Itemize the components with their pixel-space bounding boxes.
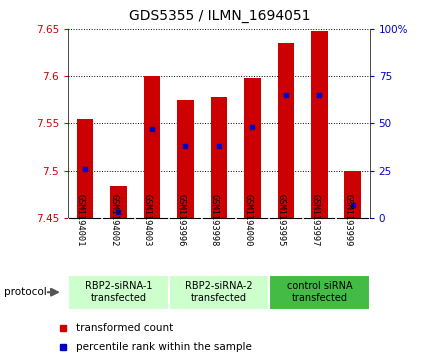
Bar [311, 31, 328, 218]
Text: GSM1194003: GSM1194003 [143, 194, 152, 247]
Bar [77, 119, 93, 218]
Bar [143, 76, 160, 218]
Text: GDS5355 / ILMN_1694051: GDS5355 / ILMN_1694051 [129, 9, 311, 23]
Bar [110, 186, 127, 218]
Text: RBP2-siRNA-1
transfected: RBP2-siRNA-1 transfected [84, 281, 152, 303]
Bar [210, 97, 227, 218]
Text: GSM1194001: GSM1194001 [76, 194, 85, 247]
Bar [345, 171, 361, 218]
Text: GSM1193998: GSM1193998 [210, 194, 219, 247]
Bar [269, 275, 370, 310]
Bar [169, 275, 269, 310]
Text: percentile rank within the sample: percentile rank within the sample [77, 342, 252, 352]
Text: GSM1193997: GSM1193997 [310, 194, 319, 247]
Text: GSM1194000: GSM1194000 [243, 194, 253, 247]
Text: GSM1193996: GSM1193996 [176, 194, 185, 247]
Bar [177, 100, 194, 218]
Bar [244, 78, 261, 218]
Text: RBP2-siRNA-2
transfected: RBP2-siRNA-2 transfected [185, 281, 253, 303]
Text: GSM1193999: GSM1193999 [344, 194, 353, 247]
Text: GSM1193995: GSM1193995 [277, 194, 286, 247]
Bar [278, 43, 294, 218]
Bar [68, 275, 169, 310]
Text: control siRNA
transfected: control siRNA transfected [286, 281, 352, 303]
Text: GSM1194002: GSM1194002 [110, 194, 118, 247]
Text: transformed count: transformed count [77, 323, 174, 333]
Text: protocol: protocol [4, 287, 47, 297]
